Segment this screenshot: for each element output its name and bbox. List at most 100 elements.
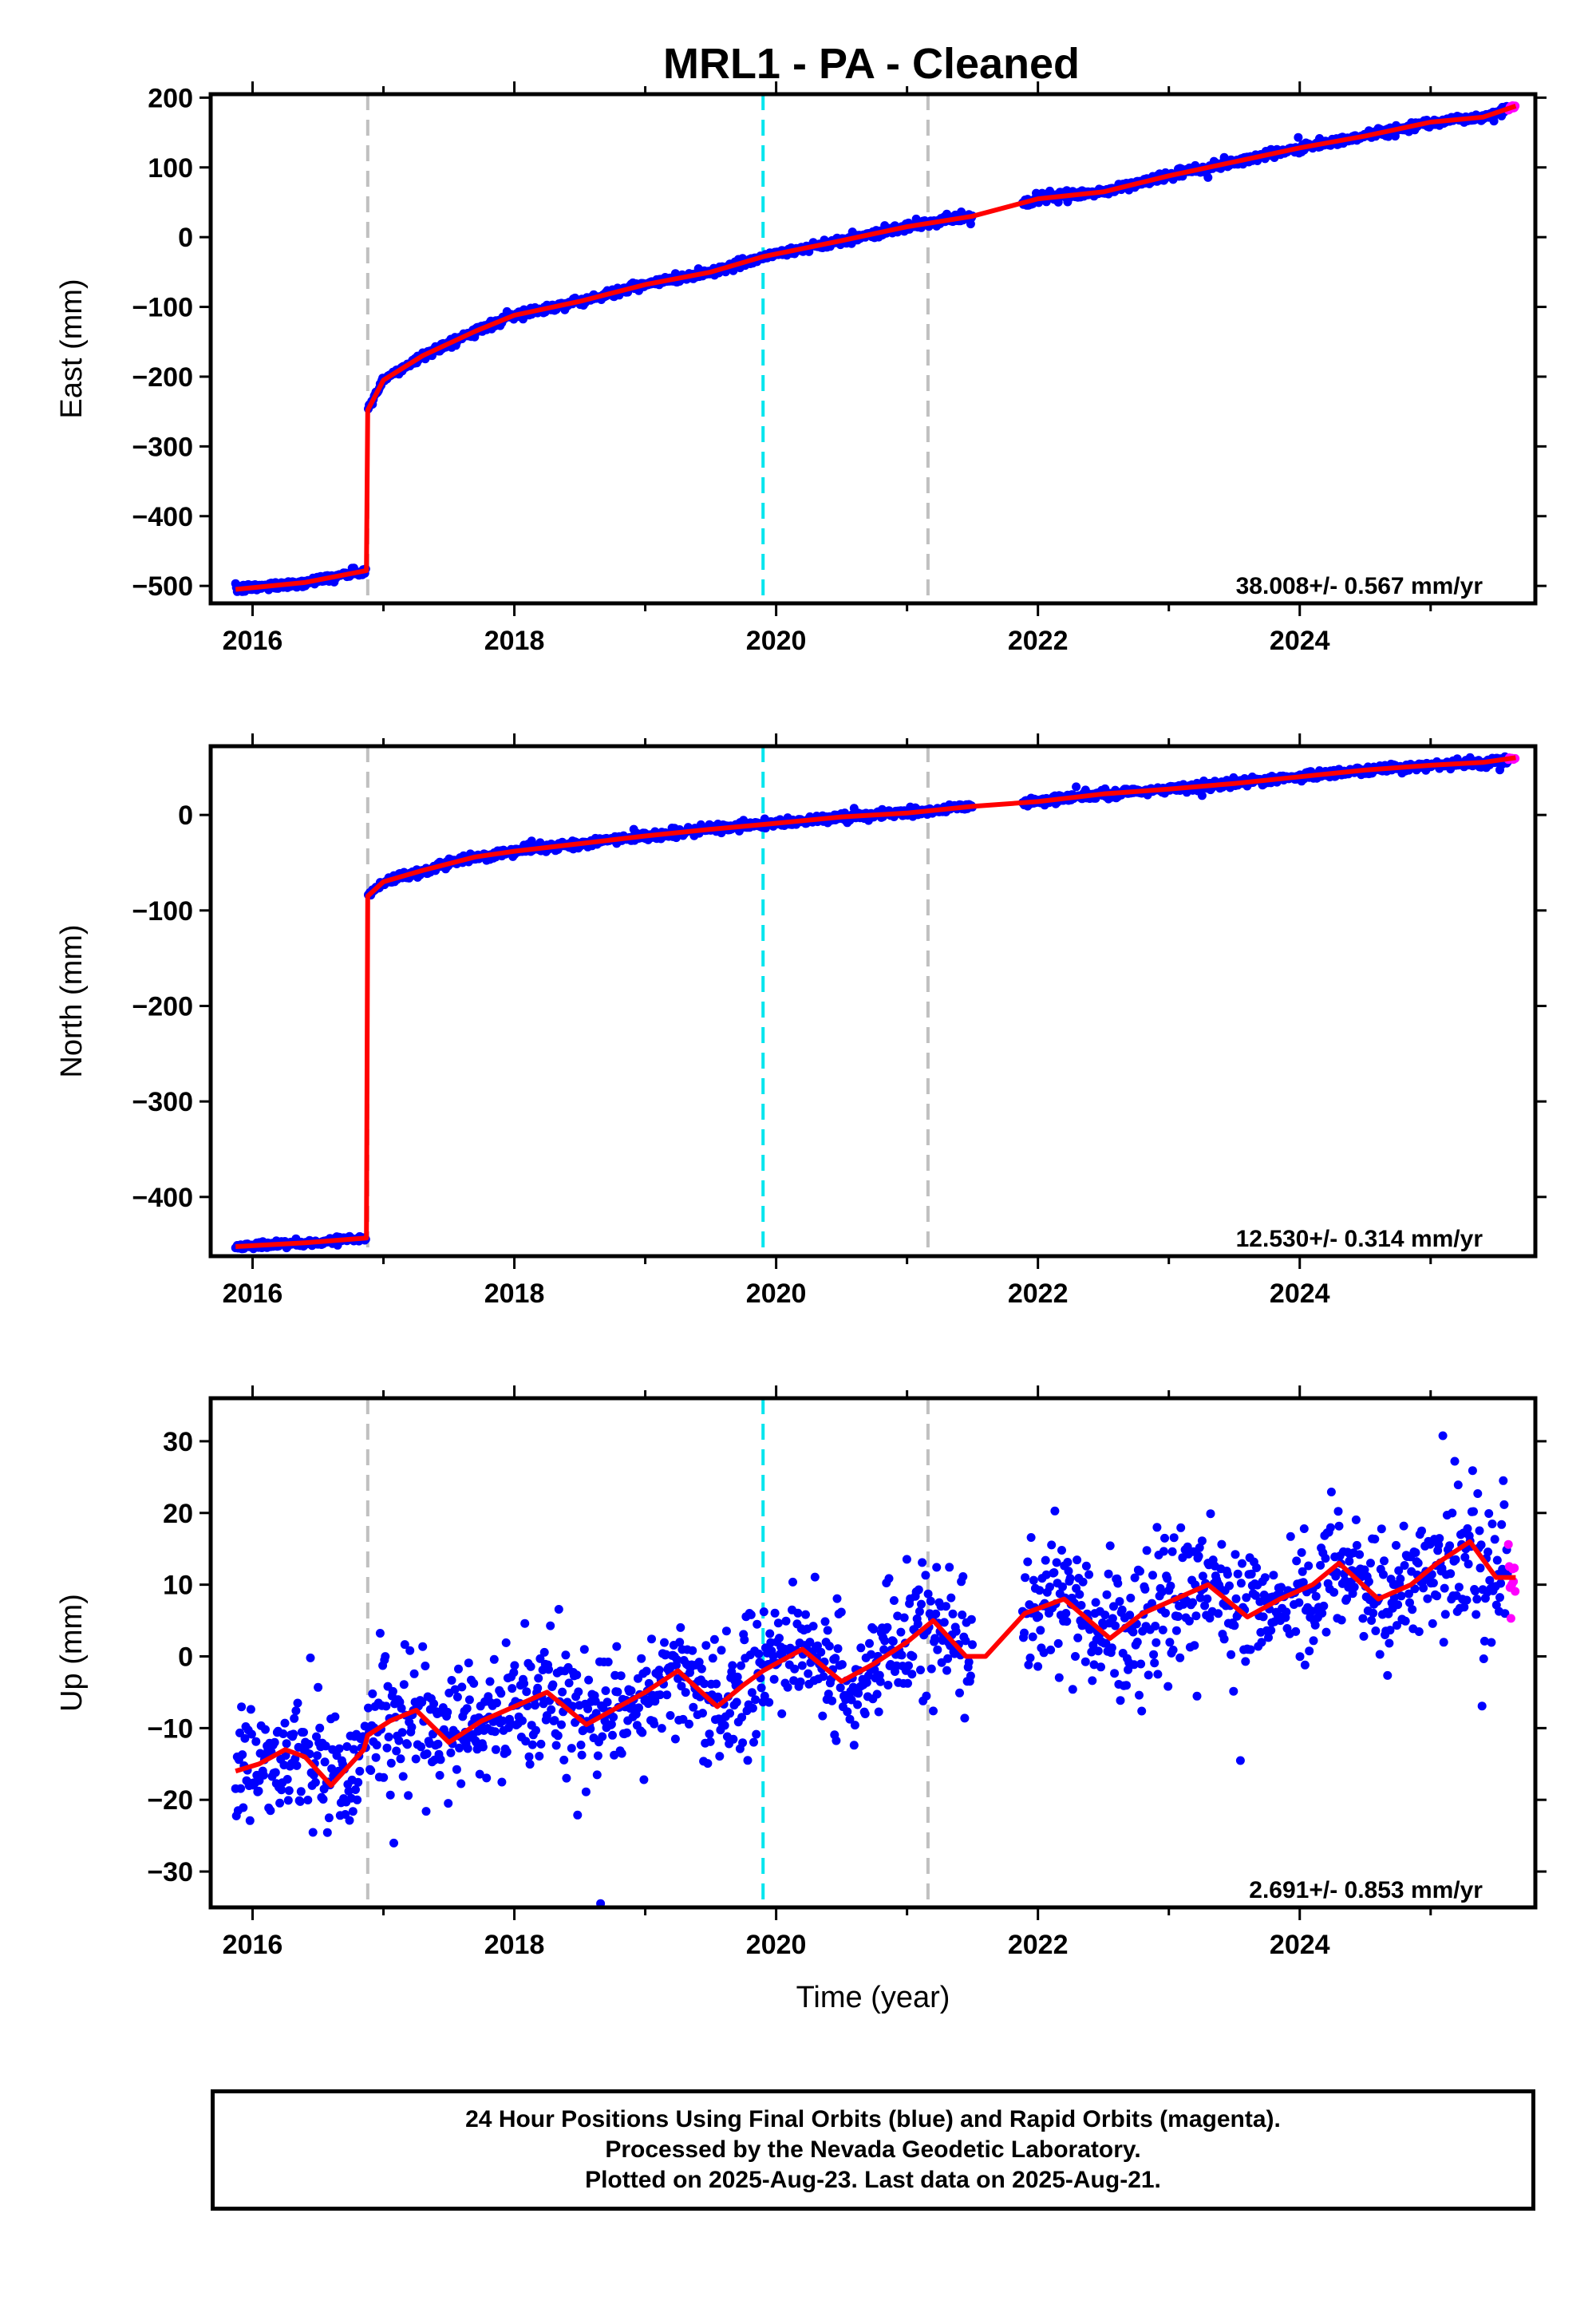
final-orbit-point [845, 1714, 855, 1724]
final-orbit-point [573, 1810, 583, 1820]
data-points [231, 101, 1520, 596]
final-orbit-point [544, 1665, 553, 1674]
final-orbit-point [397, 1728, 407, 1737]
final-orbit-point [1153, 1670, 1163, 1679]
final-orbit-point [783, 1682, 792, 1692]
final-orbit-point [452, 1692, 462, 1701]
final-orbit-point [1107, 1643, 1116, 1653]
final-orbit-point [1144, 1670, 1153, 1680]
y-tick-label: 200 [148, 83, 193, 113]
final-orbit-point [941, 1602, 950, 1611]
final-orbit-point [1251, 1591, 1260, 1600]
final-orbit-point [1475, 1526, 1484, 1535]
final-orbit-point [1188, 1598, 1198, 1607]
final-orbit-point [497, 1777, 507, 1787]
final-orbit-point [1400, 1561, 1409, 1570]
final-orbit-point [1440, 1610, 1450, 1619]
final-orbit-point [670, 1734, 680, 1744]
final-orbit-point [1034, 1612, 1044, 1621]
final-orbit-point [674, 1674, 683, 1683]
final-orbit-point [527, 1740, 537, 1749]
final-orbit-point [446, 1748, 456, 1757]
final-orbit-point [502, 1747, 512, 1757]
final-orbit-point [1305, 1646, 1314, 1656]
final-orbit-point [1438, 1431, 1448, 1441]
final-orbit-point [1371, 1626, 1381, 1635]
final-orbit-point [760, 1691, 769, 1701]
final-orbit-point [525, 1760, 535, 1769]
rapid-orbit-point [1506, 1614, 1515, 1623]
final-orbit-point [769, 1674, 779, 1684]
velocity-rate-label: 2.691+/- 0.853 mm/yr [1249, 1877, 1483, 1903]
final-orbit-point [1023, 1557, 1033, 1567]
final-orbit-point [290, 1713, 299, 1723]
y-tick-label: −20 [147, 1785, 193, 1816]
final-orbit-point [1396, 1574, 1405, 1583]
final-orbit-point [1359, 1631, 1369, 1641]
final-orbit-point [833, 1644, 843, 1654]
final-orbit-point [733, 1672, 742, 1682]
final-orbit-point [546, 1621, 555, 1630]
final-orbit-point [1033, 1662, 1043, 1671]
final-orbit-point [948, 1609, 958, 1618]
y-tick-label: −400 [132, 502, 193, 532]
final-orbit-point [832, 1594, 842, 1603]
final-orbit-point [310, 1777, 320, 1787]
final-orbit-point [737, 1661, 745, 1670]
final-orbit-point [874, 1707, 883, 1717]
final-orbit-point [1321, 1554, 1330, 1563]
final-orbit-point [558, 1687, 567, 1697]
final-orbit-point [943, 1654, 953, 1663]
final-orbit-point [917, 1599, 926, 1609]
final-orbit-point [1054, 1673, 1064, 1682]
final-orbit-point [1499, 1500, 1509, 1509]
final-orbit-point [1194, 1551, 1203, 1561]
final-orbit-point [1183, 1542, 1192, 1551]
final-orbit-point [1195, 1543, 1204, 1552]
final-orbit-point [626, 1686, 636, 1695]
final-orbit-point [918, 1558, 927, 1567]
final-orbit-point [238, 1750, 247, 1760]
final-orbit-point [856, 1643, 866, 1653]
final-orbit-point [1286, 1531, 1295, 1541]
model-fit-line [235, 755, 1516, 1249]
final-orbit-point [251, 1737, 261, 1746]
final-orbit-point [422, 1749, 432, 1758]
final-orbit-point [945, 1563, 954, 1572]
final-orbit-point [865, 1638, 874, 1648]
y-axis-title: North (mm) [55, 924, 89, 1077]
final-orbit-point [1169, 1533, 1179, 1543]
final-orbit-point [1132, 1638, 1142, 1646]
final-orbit-point [1448, 1508, 1457, 1518]
final-orbit-point [266, 1806, 275, 1816]
final-orbit-point [1126, 1593, 1136, 1603]
final-orbit-point [292, 1761, 302, 1770]
final-orbit-point [1413, 1559, 1423, 1568]
final-orbit-point [1304, 1561, 1314, 1571]
final-orbit-point [348, 1807, 358, 1816]
final-orbit-point [579, 1645, 589, 1654]
footer-info-box: 24 Hour Positions Using Final Orbits (bl… [211, 2089, 1535, 2211]
final-orbit-point [259, 1770, 268, 1780]
final-orbit-point [1021, 1573, 1030, 1583]
final-orbit-point [1225, 1581, 1234, 1591]
final-orbit-point [1148, 1571, 1157, 1580]
final-orbit-point [1500, 1609, 1510, 1618]
final-orbit-point [1246, 1645, 1255, 1654]
final-orbit-point [303, 1796, 313, 1804]
final-orbit-point [660, 1638, 669, 1647]
final-orbit-point [1291, 1626, 1301, 1636]
final-orbit-point [535, 1752, 544, 1761]
final-orbit-point [765, 1629, 775, 1638]
final-orbit-point [1049, 1568, 1059, 1577]
final-orbit-point [521, 1737, 531, 1746]
final-orbit-point [1101, 1638, 1111, 1648]
final-orbit-point [1440, 1583, 1449, 1593]
final-orbit-point [547, 1705, 556, 1714]
final-orbit-point [417, 1697, 427, 1707]
rapid-orbit-point [1510, 1563, 1519, 1573]
final-orbit-point [1432, 1591, 1442, 1601]
final-orbit-point [1160, 1533, 1169, 1543]
final-orbit-point [417, 1742, 426, 1752]
final-orbit-point [245, 1816, 255, 1825]
